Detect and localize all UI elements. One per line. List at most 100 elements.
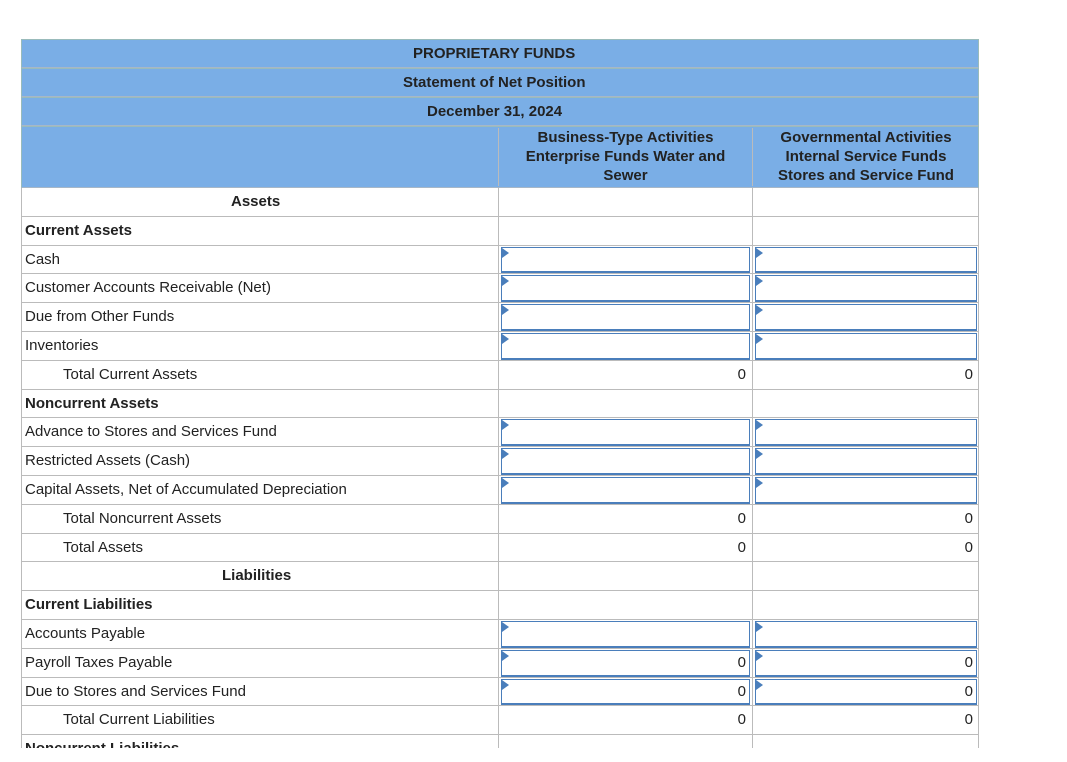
row-line <box>21 188 979 217</box>
row-label: Capital Assets, Net of Accumulated Depre… <box>25 481 347 498</box>
row-label: Due to Stores and Services Fund <box>25 682 246 700</box>
input-marker <box>756 305 763 316</box>
input-field[interactable] <box>755 333 977 360</box>
input-field[interactable] <box>501 246 750 274</box>
value-cell <box>752 418 979 448</box>
input-marker <box>502 420 509 431</box>
value-cell: 0 <box>752 706 979 736</box>
cell-value: 0 <box>737 509 746 527</box>
cell-value: 0 <box>964 538 973 556</box>
row-label: Current Liabilities <box>25 596 153 614</box>
input-marker <box>502 478 509 488</box>
value-cell <box>498 245 752 275</box>
value-cell <box>752 274 979 304</box>
input-marker <box>756 478 763 488</box>
input-field[interactable] <box>755 275 977 303</box>
cell-value: 0 <box>964 711 973 729</box>
column-header: Governmental Activities Internal Service… <box>752 128 979 186</box>
input-field[interactable] <box>501 621 750 648</box>
input-field[interactable] <box>755 649 977 677</box>
input-marker <box>502 276 509 287</box>
value-cell <box>498 332 752 361</box>
input-marker <box>502 650 509 661</box>
value-cell: 0 <box>752 648 979 678</box>
cell-value: 0 <box>737 653 746 671</box>
value-cell <box>752 562 979 592</box>
cell-value: 0 <box>964 365 973 383</box>
row-line <box>21 332 979 361</box>
input-field[interactable] <box>501 419 750 447</box>
value-cell <box>752 332 979 361</box>
header-line: Statement of Net Position <box>21 68 979 97</box>
row-line <box>21 591 979 620</box>
input-field[interactable] <box>755 448 977 475</box>
column-header: Business-Type Activities Enterprise Fund… <box>498 128 752 186</box>
row-line <box>21 677 979 707</box>
input-marker <box>756 420 763 431</box>
input-marker <box>502 247 509 258</box>
row-line <box>21 360 979 390</box>
input-field[interactable] <box>501 649 750 677</box>
input-field[interactable] <box>501 448 750 475</box>
input-marker <box>502 679 509 690</box>
input-marker <box>756 679 763 690</box>
row-line <box>21 476 979 505</box>
header-line: December 31, 2024 <box>21 97 979 126</box>
row-line <box>21 533 979 563</box>
value-cell <box>498 389 752 419</box>
row-label: Liabilities <box>222 567 292 585</box>
row-line <box>21 735 979 748</box>
value-cell <box>498 303 752 332</box>
statement-table: PROPRIETARY FUNDS Statement of Net Positi… <box>21 39 979 748</box>
row-label: Inventories <box>25 337 99 354</box>
input-field[interactable] <box>755 477 977 504</box>
input-field[interactable] <box>755 304 977 331</box>
row-label: Payroll Taxes Payable <box>25 653 173 671</box>
input-marker <box>756 622 763 632</box>
value-cell: 0 <box>752 677 979 707</box>
value-cell: 0 <box>752 360 979 390</box>
row-label: Accounts Payable <box>25 625 146 642</box>
value-cell <box>498 591 752 620</box>
input-field[interactable] <box>755 621 977 648</box>
row-line <box>21 389 979 419</box>
input-field[interactable] <box>501 333 750 360</box>
input-field[interactable] <box>755 246 977 274</box>
input-field[interactable] <box>501 678 750 706</box>
value-cell <box>752 245 979 275</box>
value-cell <box>498 188 752 217</box>
row-label: Current Assets <box>25 221 132 239</box>
row-label: Noncurrent Liabilities <box>21 735 498 748</box>
value-cell <box>752 389 979 419</box>
cell-value: 0 <box>964 653 973 671</box>
value-cell <box>498 216 752 246</box>
input-marker <box>502 449 509 460</box>
value-cell <box>498 418 752 448</box>
header-line: PROPRIETARY FUNDS <box>21 39 979 68</box>
value-cell <box>498 562 752 592</box>
column-header-band <box>21 126 979 188</box>
input-field[interactable] <box>501 275 750 303</box>
value-cell: 0 <box>498 648 752 678</box>
value-cell: 0 <box>498 677 752 707</box>
value-cell <box>752 447 979 476</box>
cell-value: 0 <box>737 538 746 556</box>
input-marker <box>756 650 763 661</box>
row-line <box>21 245 979 275</box>
row-label: Noncurrent Assets <box>25 394 159 412</box>
value-cell: 0 <box>498 533 752 563</box>
row-label: Customer Accounts Receivable (Net) <box>25 279 271 297</box>
value-cell: 0 <box>498 504 752 534</box>
input-field[interactable] <box>501 304 750 331</box>
input-field[interactable] <box>755 678 977 706</box>
row-label: Cash <box>25 250 61 268</box>
value-cell <box>498 447 752 476</box>
row-line <box>21 274 979 304</box>
row-line <box>21 504 979 534</box>
value-cell <box>752 303 979 332</box>
input-field[interactable] <box>755 419 977 447</box>
input-field[interactable] <box>501 477 750 504</box>
row-line <box>21 706 979 736</box>
input-marker <box>502 305 509 316</box>
cell-value: 0 <box>964 509 973 527</box>
